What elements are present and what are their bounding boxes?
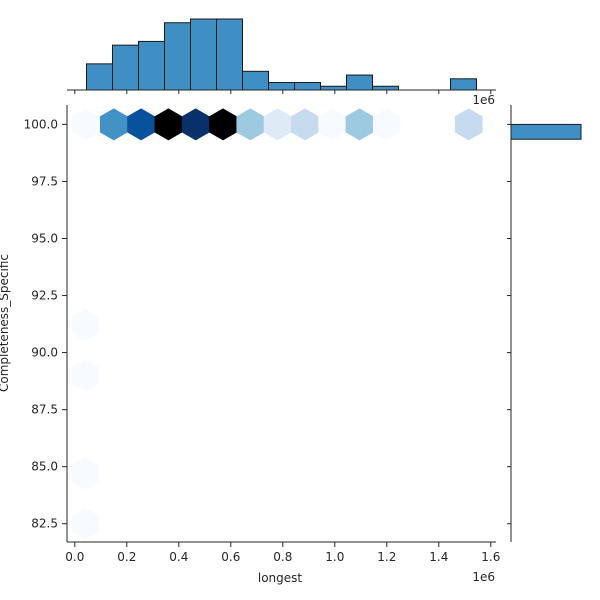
x-hist-bar: [164, 22, 191, 91]
hexbin: [71, 457, 100, 490]
x-tick-label: 1.2: [377, 550, 396, 564]
x-tick-label: 1.0: [325, 550, 344, 564]
hexbin: [345, 108, 374, 141]
x-hist-bar: [190, 18, 217, 91]
hexbin: [209, 108, 237, 141]
x-offset-label-top: 1e6: [472, 93, 495, 107]
hexbin: [127, 108, 155, 141]
x-hist-bar: [320, 85, 347, 91]
x-tick-label: 0.2: [117, 550, 136, 564]
x-offset-label-bottom: 1e6: [472, 570, 495, 584]
ticks-layer: 0.0 0.2 0.4 0.6 0.8 1.0 1.2 1.4 1.6 82.5 85.0 87.5 9…: [24, 90, 511, 564]
hexbin: [154, 108, 183, 141]
x-tick-label: 1.4: [429, 550, 448, 564]
y-axis-label: Completeness_Specific: [0, 254, 11, 392]
x-hist-bar: [294, 82, 321, 91]
y-tick-label: 82.5: [31, 517, 58, 531]
x-tick-label: 1.6: [481, 550, 500, 564]
x-tick-label: 0.8: [273, 550, 292, 564]
x-hist-bar: [450, 78, 477, 91]
hexbin: [71, 309, 100, 342]
x-hist-bar: [268, 82, 295, 91]
x-hist-bar: [112, 44, 139, 91]
x-hist-bar: [216, 18, 243, 91]
x-tick-label: 0.6: [221, 550, 240, 564]
hexbin: [318, 108, 347, 141]
x-tick-label: 0.0: [65, 550, 84, 564]
x-hist-bar: [86, 63, 113, 91]
y-tick-label: 90.0: [31, 346, 58, 360]
y-marginal-histogram: [510, 105, 582, 542]
y-tick-label: 85.0: [31, 460, 58, 474]
hexbin: [99, 108, 128, 141]
hexbin: [71, 108, 100, 141]
axes-layer: [66, 105, 496, 543]
y-hist-bar: [510, 123, 582, 140]
x-axis-label: longest: [258, 571, 303, 585]
hexbin: [263, 108, 292, 141]
y-tick-label: 97.5: [31, 174, 58, 188]
hexbin: [236, 108, 265, 141]
x-tick-label: 0.4: [169, 550, 188, 564]
y-tick-label: 92.5: [31, 289, 58, 303]
y-tick-label: 95.0: [31, 231, 58, 245]
x-marginal-histogram: [67, 18, 496, 91]
x-hist-bar: [372, 85, 399, 91]
hexbin: [291, 108, 319, 141]
x-hist-bar: [138, 40, 165, 91]
hexbin: [71, 359, 100, 392]
hexbin: [372, 108, 401, 141]
hexbin-layer: [71, 108, 483, 540]
hexbin: [71, 507, 100, 540]
y-tick-label: 87.5: [31, 403, 58, 417]
hexbin: [181, 108, 210, 141]
x-hist-bar: [346, 74, 373, 91]
x-hist-bar: [242, 70, 269, 91]
hexbin: [454, 108, 483, 141]
y-tick-label: 100.0: [24, 117, 58, 131]
